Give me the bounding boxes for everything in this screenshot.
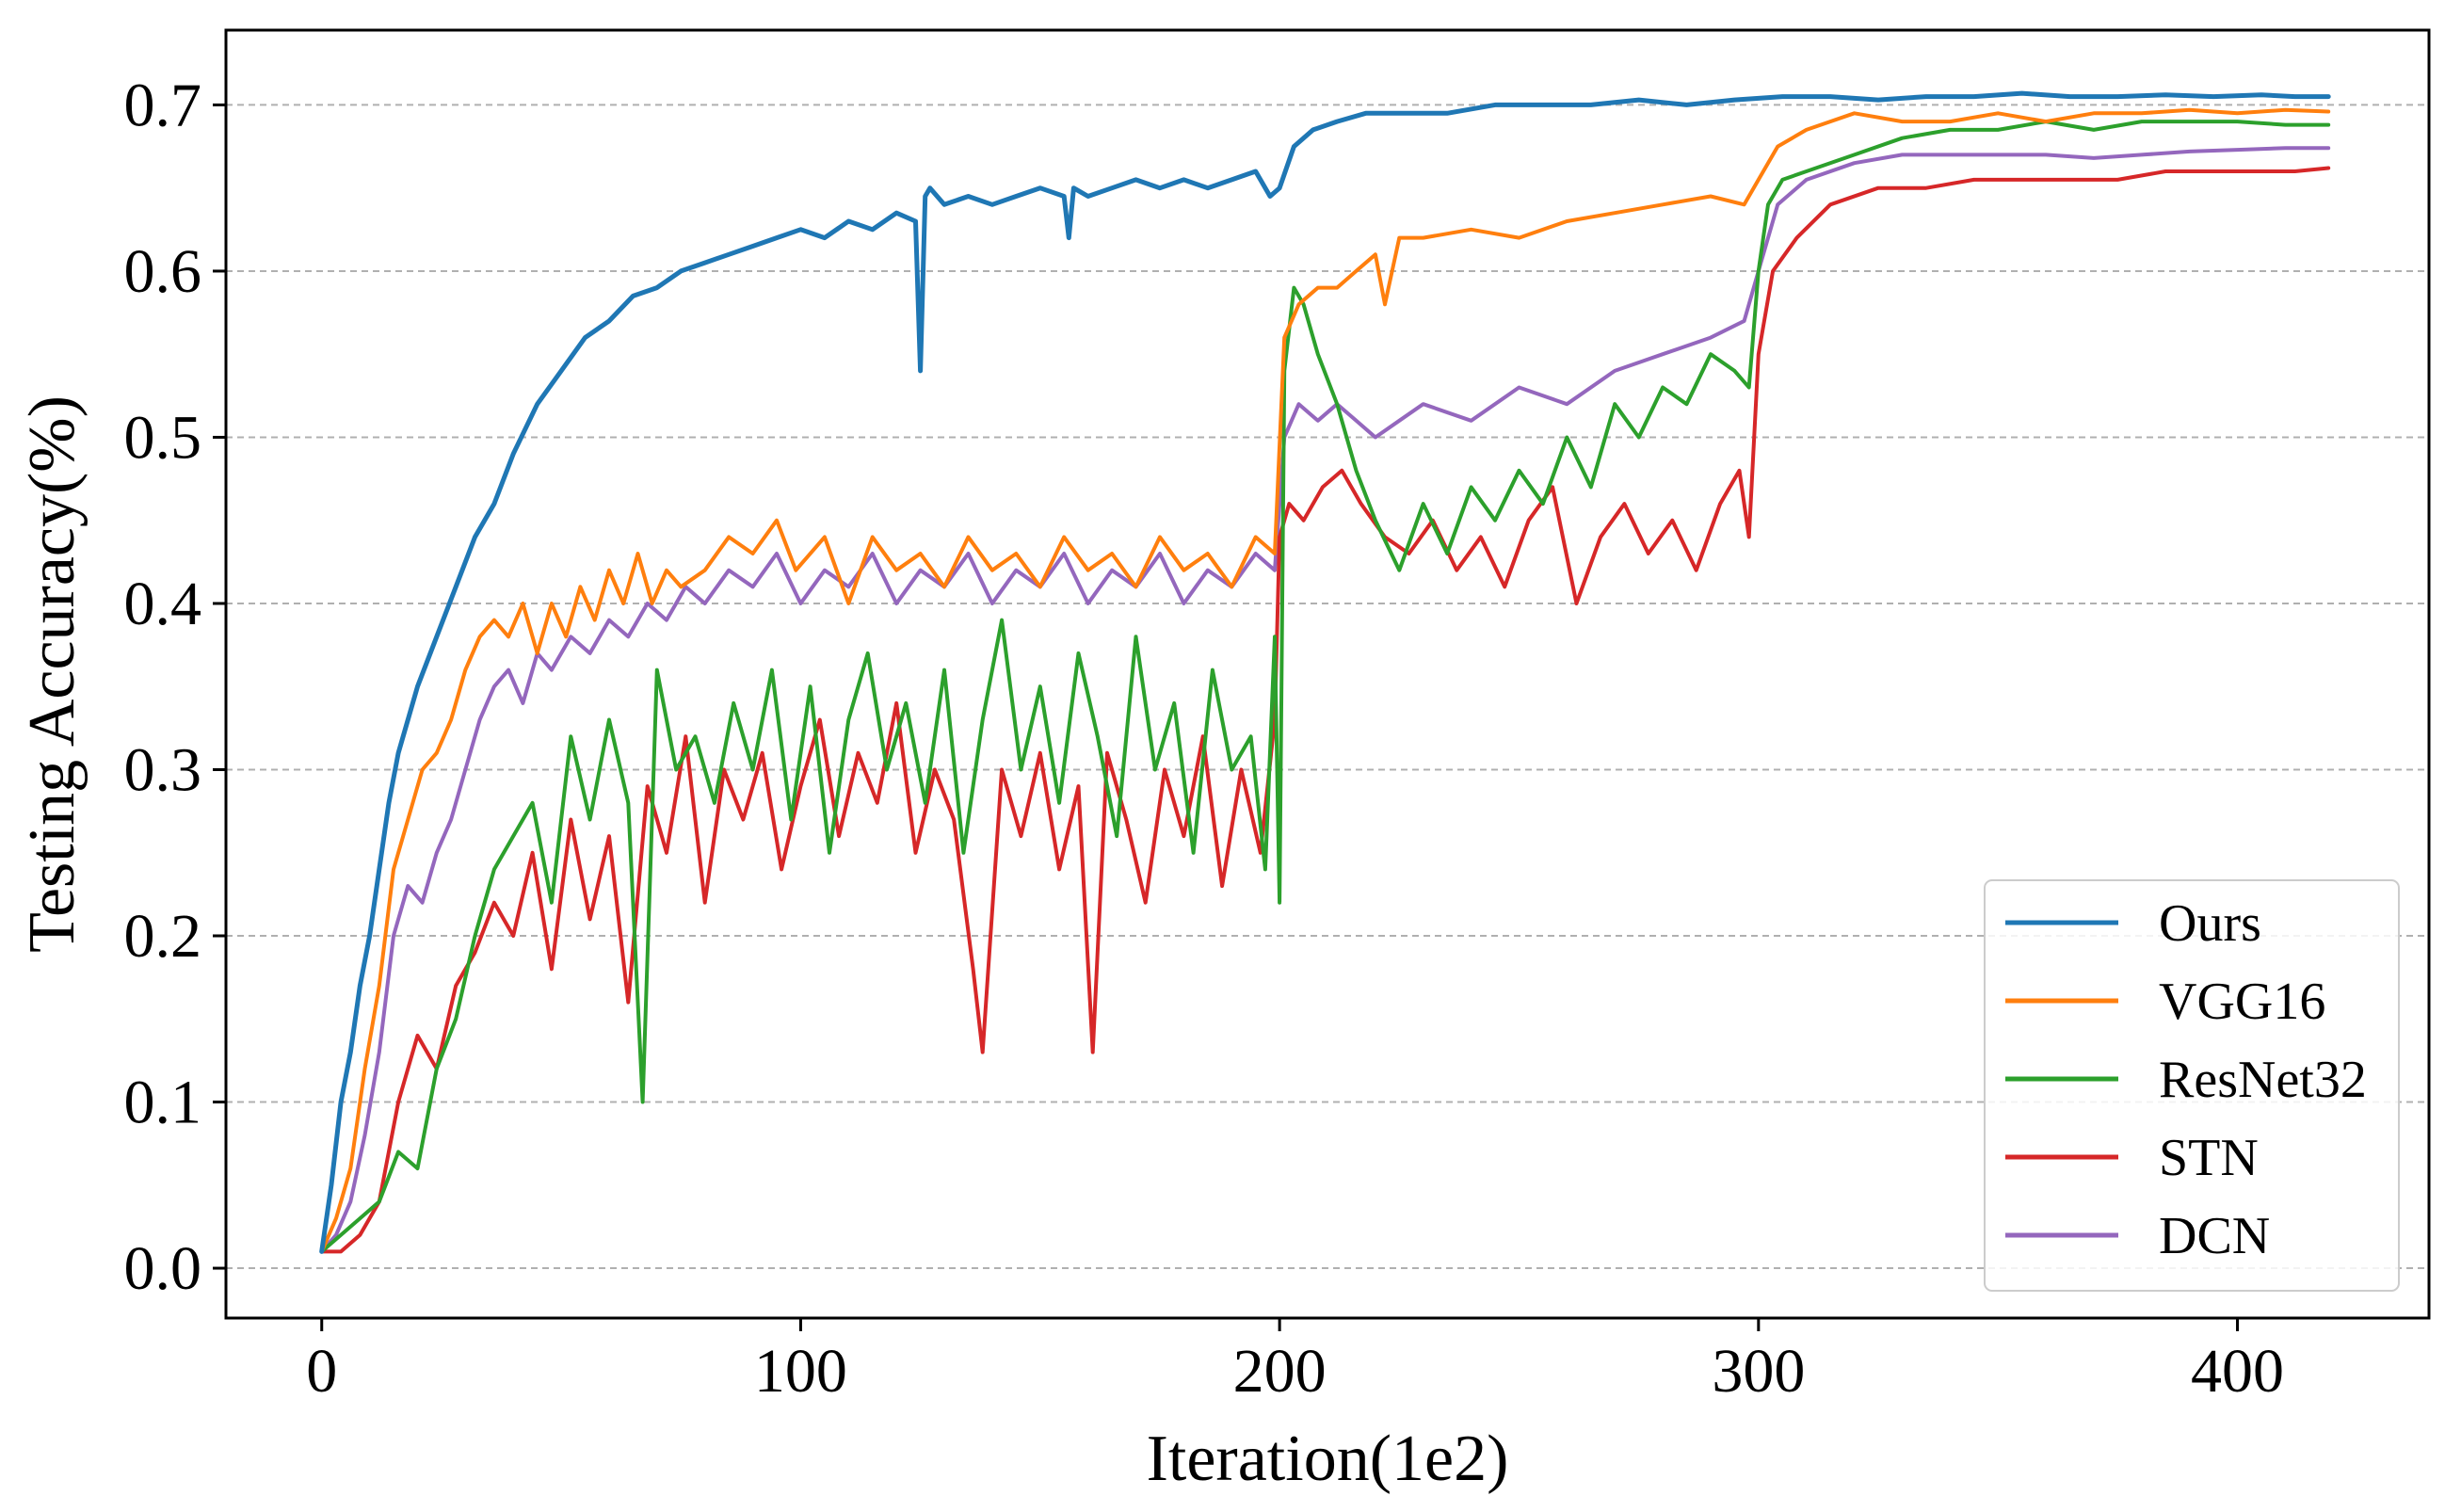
plot-frame <box>224 28 2431 1320</box>
legend-box <box>1984 879 2400 1292</box>
y-axis-label: Testing Accuracy(%) <box>16 395 88 953</box>
axis-ticks: 0.0 0.1 0.2 0.3 0.4 0.5 0.6 0.7 0 100 200 300 400 <box>124 71 2285 1406</box>
y-tick-label: 0.0 <box>124 1234 202 1303</box>
x-tick-label: 400 <box>2191 1337 2284 1406</box>
y-tick-label: 0.1 <box>124 1069 202 1137</box>
legend-label-dcn: DCN <box>2159 1207 2270 1265</box>
x-tick-label: 300 <box>1712 1337 1805 1406</box>
gridlines <box>226 104 2429 1270</box>
x-axis-label: Iteration(1e2) <box>1147 1423 1509 1495</box>
x-tick-label: 200 <box>1233 1337 1327 1406</box>
series-lines <box>319 90 2331 1254</box>
y-tick-label: 0.2 <box>124 902 202 971</box>
y-tick-label: 0.5 <box>124 403 202 472</box>
series-line-stn <box>319 166 2331 1254</box>
legend: Ours VGG16 ResNet32 STN DCN <box>1984 879 2400 1292</box>
y-tick-label: 0.7 <box>124 71 202 139</box>
x-tick-label: 0 <box>306 1337 337 1406</box>
legend-label-vgg16: VGG16 <box>2159 973 2325 1031</box>
legend-label-stn: STN <box>2159 1129 2259 1187</box>
legend-label-ours: Ours <box>2159 894 2261 953</box>
series-line-vgg16 <box>319 107 2331 1254</box>
series-line-resnet32 <box>319 120 2331 1254</box>
x-tick-label: 100 <box>754 1337 847 1406</box>
y-tick-label: 0.4 <box>124 570 202 638</box>
series-line-ours <box>319 90 2331 1254</box>
y-tick-label: 0.3 <box>124 735 202 804</box>
y-tick-label: 0.6 <box>124 237 202 306</box>
legend-label-resnet32: ResNet32 <box>2159 1051 2367 1109</box>
